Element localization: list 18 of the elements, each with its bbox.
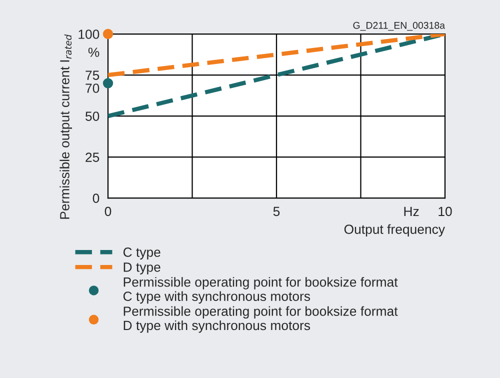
y-tick-label: % [88, 48, 100, 57]
y-tick-label: 50 [86, 112, 100, 121]
legend-label: Permissible operating point for booksize format C type with synchronous motors [123, 277, 398, 304]
x-tick-label: 10 [438, 206, 452, 216]
y-tick-label: 75 [86, 70, 100, 80]
legend-label: D type [124, 262, 160, 274]
x-tick-label: Hz [404, 206, 419, 216]
x-axis-title: Output frequency [344, 224, 445, 237]
y-axis-title: Permissible output current I$_{rated}$ [60, 34, 72, 219]
legend-label: Permissible operating point for booksize format D type with synchronous motors [124, 306, 398, 333]
legend-label: C type [123, 248, 160, 260]
y-tick-label: 25 [86, 152, 100, 162]
y-tick-label: 70 [86, 84, 100, 93]
x-tick-label: 0 [104, 206, 112, 216]
y-tick-label: 100 [78, 30, 100, 39]
y-tick-label: 0 [92, 194, 100, 203]
text: G_D211_EN_00318a [353, 22, 446, 31]
x-tick-label: 5 [273, 206, 280, 216]
